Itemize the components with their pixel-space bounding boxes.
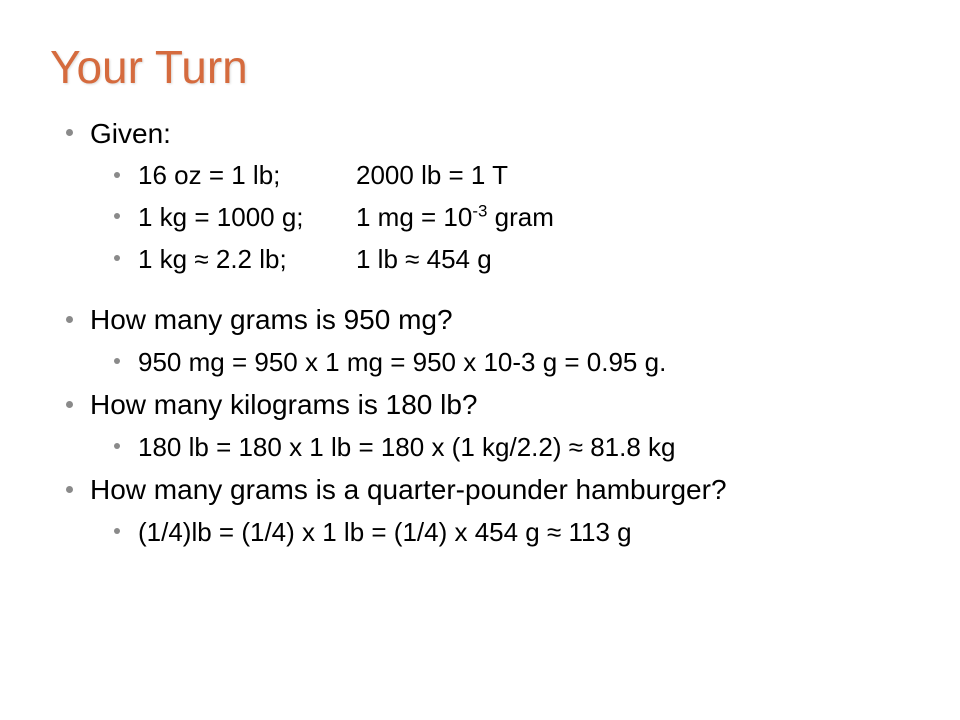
question-1-text: How many grams is 950 mg? [90,304,453,335]
answer-2: 180 lb = 180 x 1 lb = 180 x (1 kg/2.2) ≈… [134,427,910,469]
given-header: Given: 16 oz = 1 lb;2000 lb = 1 T 1 kg =… [86,112,910,280]
slide: Your Turn Given: 16 oz = 1 lb;2000 lb = … [0,0,960,720]
answer-3: (1/4)lb = (1/4) x 1 lb = (1/4) x 454 g ≈… [134,512,910,554]
given-3-right: 1 lb ≈ 454 g [356,244,492,274]
content-list: Given: 16 oz = 1 lb;2000 lb = 1 T 1 kg =… [50,112,910,553]
question-3: How many grams is a quarter-pounder hamb… [86,468,910,553]
question-3-text: How many grams is a quarter-pounder hamb… [90,474,727,505]
answer-2-list: 180 lb = 180 x 1 lb = 180 x (1 kg/2.2) ≈… [90,427,910,469]
question-2-text: How many kilograms is 180 lb? [90,389,478,420]
answer-1-list: 950 mg = 950 x 1 mg = 950 x 10-3 g = 0.9… [90,342,910,384]
given-row-1: 16 oz = 1 lb;2000 lb = 1 T [134,155,910,197]
answer-1: 950 mg = 950 x 1 mg = 950 x 10-3 g = 0.9… [134,342,910,384]
question-1: How many grams is 950 mg? 950 mg = 950 x… [86,298,910,383]
question-2: How many kilograms is 180 lb? 180 lb = 1… [86,383,910,468]
given-list: 16 oz = 1 lb;2000 lb = 1 T 1 kg = 1000 g… [90,155,910,280]
given-2-right-exp: -3 [472,201,487,220]
given-1-left: 16 oz = 1 lb; [138,155,356,197]
given-2-right-prefix: 1 mg = 10 [356,202,472,232]
given-2-right-suffix: gram [487,202,553,232]
given-row-2: 1 kg = 1000 g;1 mg = 10-3 gram [134,197,910,239]
given-2-left: 1 kg = 1000 g; [138,197,356,239]
given-1-right: 2000 lb = 1 T [356,160,508,190]
given-3-left: 1 kg ≈ 2.2 lb; [138,239,356,281]
spacer [86,280,910,298]
given-2-right: 1 mg = 10-3 gram [356,202,554,232]
slide-title: Your Turn [50,40,910,94]
given-row-3: 1 kg ≈ 2.2 lb;1 lb ≈ 454 g [134,239,910,281]
answer-3-list: (1/4)lb = (1/4) x 1 lb = (1/4) x 454 g ≈… [90,512,910,554]
given-label: Given: [90,118,171,149]
